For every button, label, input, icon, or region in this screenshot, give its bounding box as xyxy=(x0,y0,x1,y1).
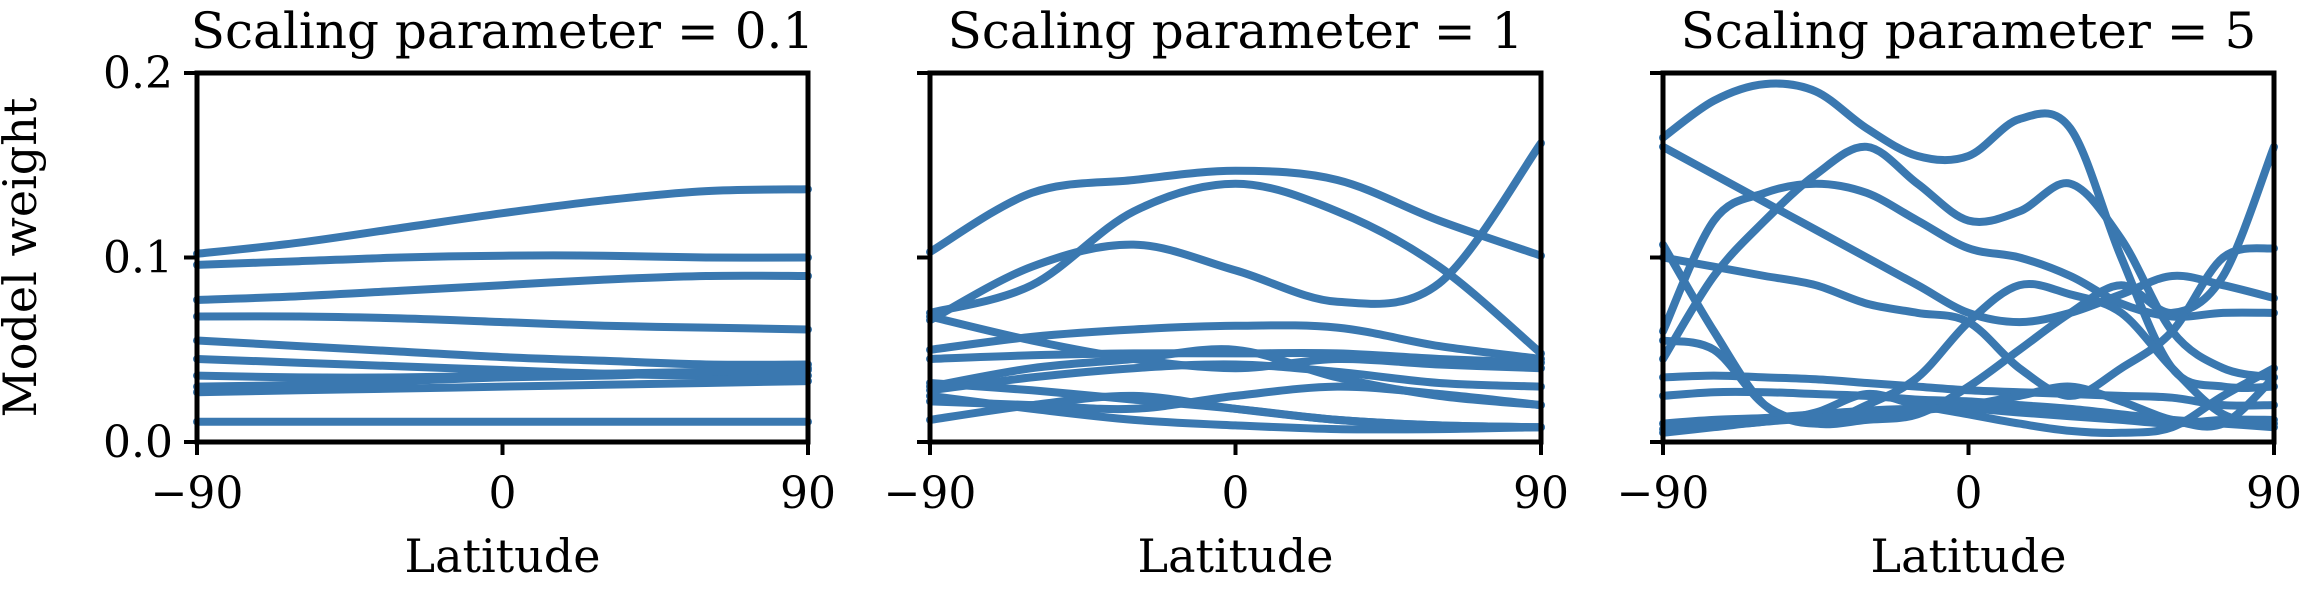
x-tick-label: 0 xyxy=(1222,468,1250,519)
series-line-12 xyxy=(1659,373,2278,437)
series-line-1 xyxy=(193,185,812,258)
series-line-8 xyxy=(926,360,1545,395)
x-axis-label: Latitude xyxy=(1871,529,2067,583)
x-tick-label: −90 xyxy=(884,468,977,519)
series-line-8 xyxy=(1659,371,2278,410)
x-axis-label: Latitude xyxy=(405,529,601,583)
series-line-2 xyxy=(926,179,1545,358)
chart-title: Scaling parameter = 0.1 xyxy=(191,2,814,60)
x-tick-label: 0 xyxy=(1955,468,1983,519)
y-tick-label: 0.2 xyxy=(103,48,173,99)
series-line-2 xyxy=(1659,142,2278,327)
y-axis-label: Model weight xyxy=(0,97,47,417)
series-line-8 xyxy=(193,364,812,391)
series-line-2 xyxy=(193,251,812,269)
series-line-3 xyxy=(1659,142,2278,382)
chart-title: Scaling parameter = 5 xyxy=(1681,2,2257,60)
series-line-4 xyxy=(193,312,812,334)
series-line-9 xyxy=(193,377,812,397)
y-tick-label: 0.0 xyxy=(103,417,173,468)
series-line-5 xyxy=(193,336,812,369)
y-tick-label: 0.1 xyxy=(103,233,173,284)
x-tick-label: 0 xyxy=(489,468,517,519)
x-tick-label: 90 xyxy=(780,468,836,519)
x-tick-label: 90 xyxy=(2246,468,2302,519)
x-axis-label: Latitude xyxy=(1138,529,1334,583)
series-line-3 xyxy=(193,271,812,304)
x-tick-label: 90 xyxy=(1513,468,1569,519)
series-line-7 xyxy=(1659,142,2278,429)
x-tick-label: −90 xyxy=(151,468,244,519)
chart-title: Scaling parameter = 1 xyxy=(948,2,1524,60)
series-line-12 xyxy=(926,391,1545,432)
series-line-3 xyxy=(926,139,1545,325)
x-tick-label: −90 xyxy=(1617,468,1710,519)
series-line-1 xyxy=(926,166,1545,260)
series-line-5 xyxy=(926,321,1545,363)
